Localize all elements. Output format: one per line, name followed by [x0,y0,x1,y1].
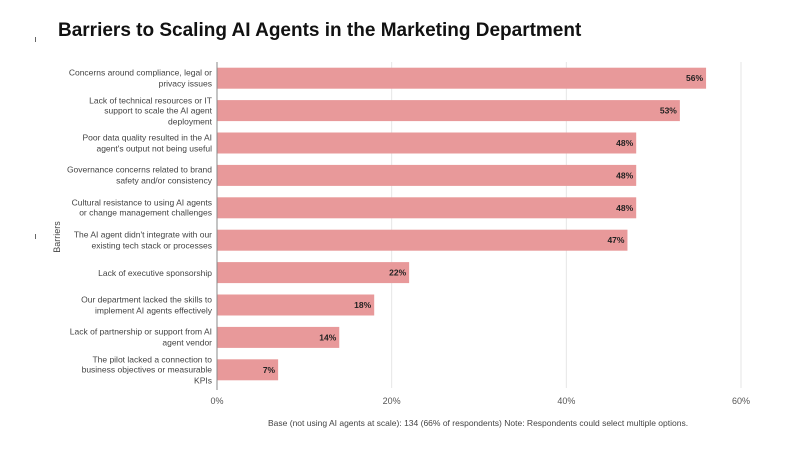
chart-title: Barriers to Scaling AI Agents in the Mar… [58,20,582,41]
bar [217,229,628,251]
footnote: Base (not using AI agents at scale): 134… [268,418,689,428]
bar [217,197,637,219]
category-label: Lack of executive sponsorship [98,267,212,278]
category-label: Governance concerns related to brand saf… [66,164,212,186]
bar [217,326,340,348]
data-label: 14% [319,332,336,342]
decorative-mark [35,37,36,42]
category-label: Poor data quality resulted in the AI age… [82,132,212,154]
data-label: 18% [354,300,371,310]
data-label: 48% [616,138,633,148]
data-label: 53% [660,106,677,116]
x-tick-label: 40% [557,396,576,406]
x-tick-label: 20% [382,396,401,406]
bar [217,294,375,316]
category-label: Lack of technical resources or IT suppor… [89,94,212,126]
bar [217,359,279,381]
bar [217,164,637,186]
data-label: 22% [389,268,406,278]
x-tick-label: 60% [731,396,751,406]
category-label: The AI agent didn't integrate with our e… [73,229,212,251]
decorative-mark [35,234,36,239]
x-tick-label: 0% [210,396,224,406]
data-label: 7% [263,365,276,375]
bar [217,67,707,89]
data-label: 48% [616,170,633,180]
data-label: 56% [686,73,703,83]
bar [217,100,680,122]
category-label: Lack of partnership or support from AI a… [69,326,212,348]
category-label: Our department lacked the skills to impl… [81,294,212,316]
bar [217,132,637,154]
category-label: The pilot lacked a connection to busines… [81,354,212,386]
data-label: 47% [607,235,624,245]
bar [217,262,410,284]
data-label: 48% [616,203,633,213]
category-label: Cultural resistance to using AI agents o… [71,197,212,218]
category-label: Concerns around compliance, legal or pri… [68,67,212,89]
